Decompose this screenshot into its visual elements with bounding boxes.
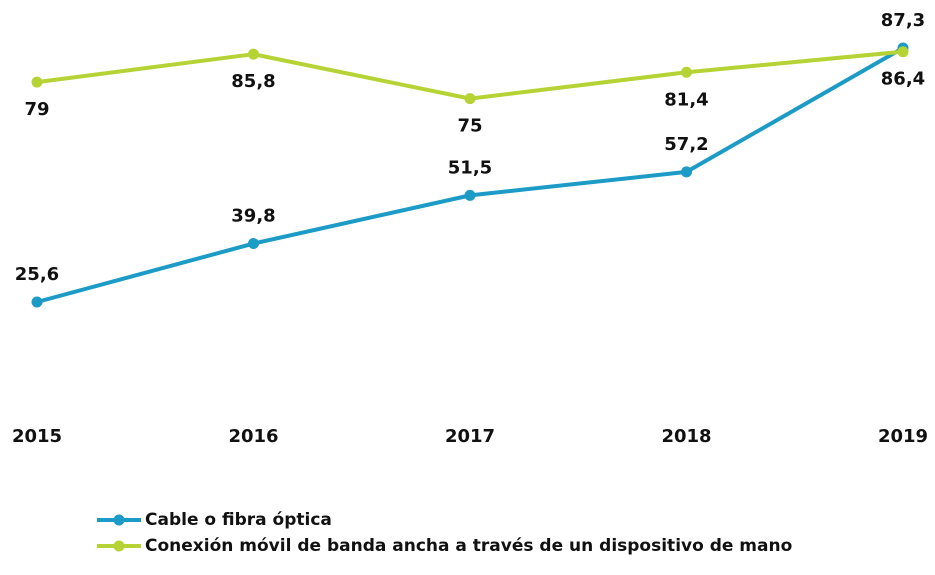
data-label: 81,4 (664, 89, 708, 110)
legend-marker (113, 540, 125, 552)
point (31, 296, 43, 308)
x-tick-label: 2016 (228, 426, 278, 447)
legend-marker (113, 514, 125, 526)
data-label: 39,8 (231, 206, 275, 227)
data-label: 57,2 (664, 134, 708, 155)
point (897, 46, 909, 58)
point (681, 166, 692, 178)
point (248, 48, 259, 60)
data-label: 87,3 (881, 10, 925, 31)
data-label: 85,8 (231, 71, 275, 92)
data-label: 51,5 (448, 157, 492, 178)
x-tick-label: 2017 (445, 426, 495, 447)
series-line (36, 49, 904, 101)
x-tick-label: 2019 (878, 426, 928, 447)
point (464, 189, 476, 201)
point (31, 76, 43, 88)
legend-label: Conexión móvil de banda ancha a través d… (145, 536, 792, 556)
data-label: 86,4 (881, 69, 925, 90)
point (248, 238, 259, 250)
point (464, 93, 476, 105)
data-label: 25,6 (15, 264, 59, 285)
x-tick-label: 2015 (12, 426, 62, 447)
data-label: 79 (24, 99, 49, 120)
legend-label: Cable o fibra óptica (145, 510, 332, 530)
x-tick-label: 2018 (661, 426, 711, 447)
point (681, 66, 692, 78)
data-label: 75 (457, 116, 482, 137)
